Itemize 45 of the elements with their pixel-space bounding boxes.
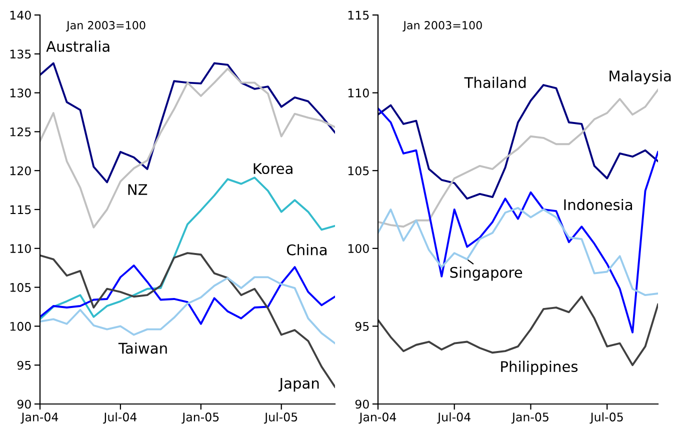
x-tick-label: Jan-05: [511, 412, 548, 424]
line-series: [40, 62, 335, 184]
series-label: Philippines: [501, 360, 578, 375]
x-tick-label: Jan-04: [20, 412, 58, 424]
x-tick-label: Jul-05: [264, 412, 298, 424]
series-label: NZ: [128, 184, 148, 195]
series-label: Taiwan: [118, 342, 167, 354]
y-tick-label: 125: [10, 127, 31, 136]
y-tick-label: 90: [17, 400, 31, 409]
x-tick-label: Jul-04: [103, 412, 137, 424]
x-tick-label: Jan-05: [182, 412, 219, 424]
y-tick-label: 130: [10, 88, 31, 98]
y-tick-label: 120: [10, 166, 31, 176]
annotation: Jan 2003=100: [402, 21, 482, 32]
x-tick-label: Jul-04: [436, 412, 470, 424]
y-tick-label: 115: [10, 205, 31, 214]
series-label: Singapore: [450, 266, 522, 281]
series-label: Australia: [46, 40, 110, 52]
series-label: Thailand: [464, 76, 526, 88]
series-label: Indonesia: [564, 198, 632, 210]
line-series: [378, 107, 658, 334]
x-tick-label: Jul-05: [590, 412, 623, 424]
y-tick-label: 105: [10, 283, 31, 292]
y-tick-label: 110: [348, 88, 369, 98]
x-tick-label: Jan-04: [358, 412, 396, 424]
y-tick-label: 105: [348, 166, 369, 176]
y-tick-label: 135: [10, 50, 31, 59]
line-series: [378, 88, 658, 228]
y-tick-label: 100: [348, 244, 369, 254]
series-label: Japan: [278, 378, 319, 392]
y-tick-label: 110: [10, 244, 31, 254]
y-tick-label: 95: [355, 322, 369, 331]
line-series: [40, 176, 335, 320]
series-label: China: [286, 244, 326, 256]
y-tick-label: 95: [17, 360, 31, 370]
line-series: [40, 68, 335, 228]
y-tick-label: 140: [10, 10, 31, 20]
line-series: [40, 276, 335, 344]
series-label: Malaysia: [610, 70, 671, 84]
series-label: Korea: [254, 163, 292, 174]
y-tick-label: 100: [10, 322, 31, 331]
y-tick-label: 90: [355, 400, 369, 409]
annotation: Jan 2003=100: [66, 21, 146, 32]
line-series: [40, 264, 335, 325]
y-tick-label: 115: [348, 10, 369, 20]
